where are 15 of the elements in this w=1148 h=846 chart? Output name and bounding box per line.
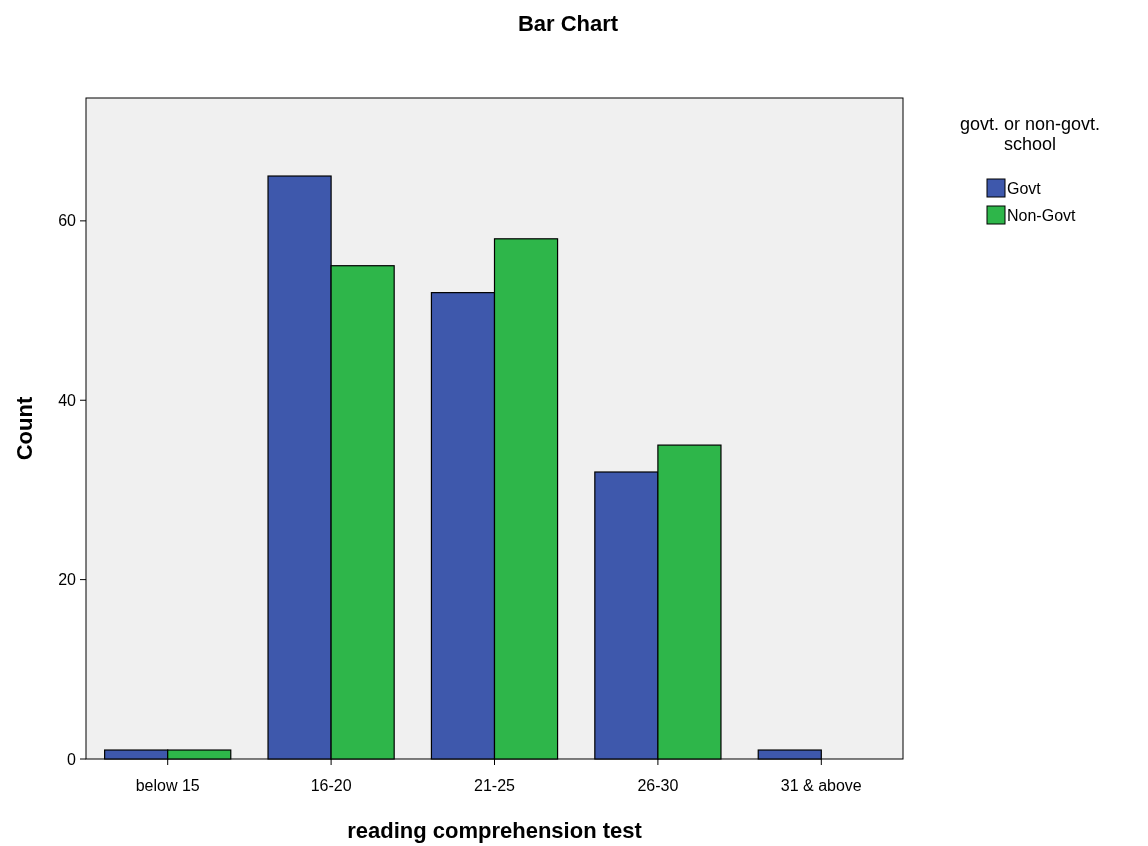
legend-label: Govt (1007, 179, 1042, 197)
legend-label: Non-Govt (1007, 206, 1077, 224)
x-tick-label: 16-20 (310, 777, 352, 794)
x-tick-label: 26-30 (637, 777, 679, 794)
y-tick-label: 40 (58, 391, 77, 409)
y-tick-label: 60 (58, 212, 77, 230)
y-tick-label: 20 (58, 571, 77, 589)
x-axis-title: reading comprehension test (347, 818, 643, 843)
y-axis-title: Count (12, 396, 37, 461)
y-tick-label: 0 (67, 750, 77, 768)
chart-title: Bar Chart (517, 11, 619, 36)
x-tick-label: 21-25 (474, 777, 516, 794)
x-tick-label: below 15 (135, 777, 200, 794)
x-tick-label: 31 & above (780, 777, 862, 794)
legend-title: govt. or non-govt. school (959, 114, 1101, 154)
